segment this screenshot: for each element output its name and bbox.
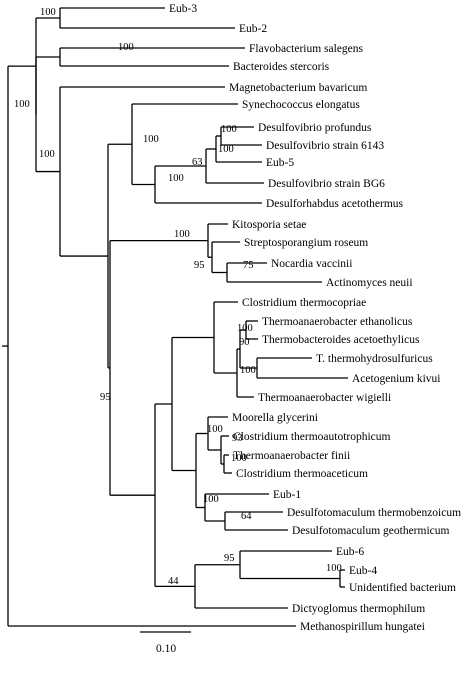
bootstrap-value: 100	[143, 134, 159, 145]
bootstrap-value: 93	[232, 433, 243, 444]
bootstrap-value: 100	[231, 453, 247, 464]
taxon-label: Actinomyces neuii	[326, 277, 413, 289]
taxon-label: Desulfovibrio strain 6143	[266, 140, 384, 152]
bootstrap-value: 100	[237, 323, 253, 334]
bootstrap-value: 100	[221, 124, 237, 135]
taxon-label: Thermoanaerobacter ethanolicus	[262, 316, 413, 328]
bootstrap-value: 63	[192, 157, 203, 168]
taxon-label: Methanospirillum hungatei	[300, 621, 425, 633]
taxon-label: Clostridium thermoautotrophicum	[233, 431, 391, 443]
taxon-label: Desulfovibrio strain BG6	[268, 178, 385, 190]
bootstrap-value: 44	[168, 576, 179, 587]
bootstrap-value: 100	[14, 99, 30, 110]
taxon-label: Clostridium thermoaceticum	[236, 468, 368, 480]
taxon-label: Desulfotomaculum geothermicum	[292, 525, 450, 537]
bootstrap-value: 95	[100, 392, 111, 403]
taxon-label: Desulforhabdus acetothermus	[266, 198, 404, 210]
bootstrap-value: 100	[118, 42, 134, 53]
taxon-label: Eub-5	[266, 157, 294, 169]
taxon-label: Eub-3	[169, 3, 197, 15]
taxon-label: Eub-2	[239, 23, 267, 35]
bootstrap-value: 100	[40, 7, 56, 18]
scale-bar-label: 0.10	[156, 643, 176, 655]
taxon-label: Eub-4	[349, 565, 377, 577]
bootstrap-value: 100	[326, 563, 342, 574]
taxon-label: Magnetobacterium bavaricum	[229, 82, 367, 94]
bootstrap-value: 100	[218, 144, 234, 155]
bootstrap-value: 100	[207, 424, 223, 435]
taxon-label: Thermoanaerobacter finii	[233, 450, 350, 462]
taxon-label: Nocardia vaccinii	[271, 258, 352, 270]
taxon-label: Acetogenium kivui	[352, 373, 440, 385]
bootstrap-value: 95	[194, 260, 205, 271]
taxon-label: Moorella glycerini	[232, 412, 318, 424]
bootstrap-value: 95	[224, 553, 235, 564]
taxon-label: Kitosporia setae	[232, 219, 306, 231]
tree-branches	[2, 7, 348, 627]
bootstrap-value: 100	[240, 365, 256, 376]
taxon-label: Eub-6	[336, 546, 364, 558]
taxon-label: Dictyoglomus thermophilum	[292, 603, 425, 615]
taxon-label: Desulfovibrio profundus	[258, 122, 372, 134]
taxon-label: Clostridium thermocopriae	[242, 297, 366, 309]
bootstrap-value: 100	[39, 149, 55, 160]
taxon-label: T. thermohydrosulfuricus	[316, 353, 433, 365]
bootstrap-value: 64	[241, 511, 252, 522]
scale-bar: 0.10	[140, 631, 191, 655]
bootstrap-value: 90	[239, 337, 250, 348]
bootstrap-value: 75	[243, 260, 254, 271]
taxon-label: Flavobacterium salegens	[249, 43, 364, 55]
taxon-label: Desulfotomaculum thermobenzoicum	[287, 507, 461, 519]
taxon-label: Eub-1	[273, 489, 301, 501]
taxon-label: Thermobacteroides acetoethylicus	[262, 334, 420, 346]
taxon-label: Thermoanaerobacter wigielli	[258, 392, 391, 404]
bootstrap-value: 100	[168, 173, 184, 184]
taxon-label: Synechococcus elongatus	[242, 99, 360, 111]
taxon-labels: Eub-3 Eub-2 Flavobacterium salegens Bactero…	[169, 3, 461, 633]
taxon-label: Streptosporangium roseum	[244, 237, 368, 249]
bootstrap-value: 100	[203, 494, 219, 505]
bootstrap-value: 100	[174, 229, 190, 240]
bootstrap-values: 100 100 100 100 100 63 100 100 100 95 75 100 100 90 10…	[14, 7, 342, 587]
taxon-label: Unidentified bacterium	[349, 582, 456, 594]
taxon-label: Bacteroides stercoris	[233, 61, 330, 73]
